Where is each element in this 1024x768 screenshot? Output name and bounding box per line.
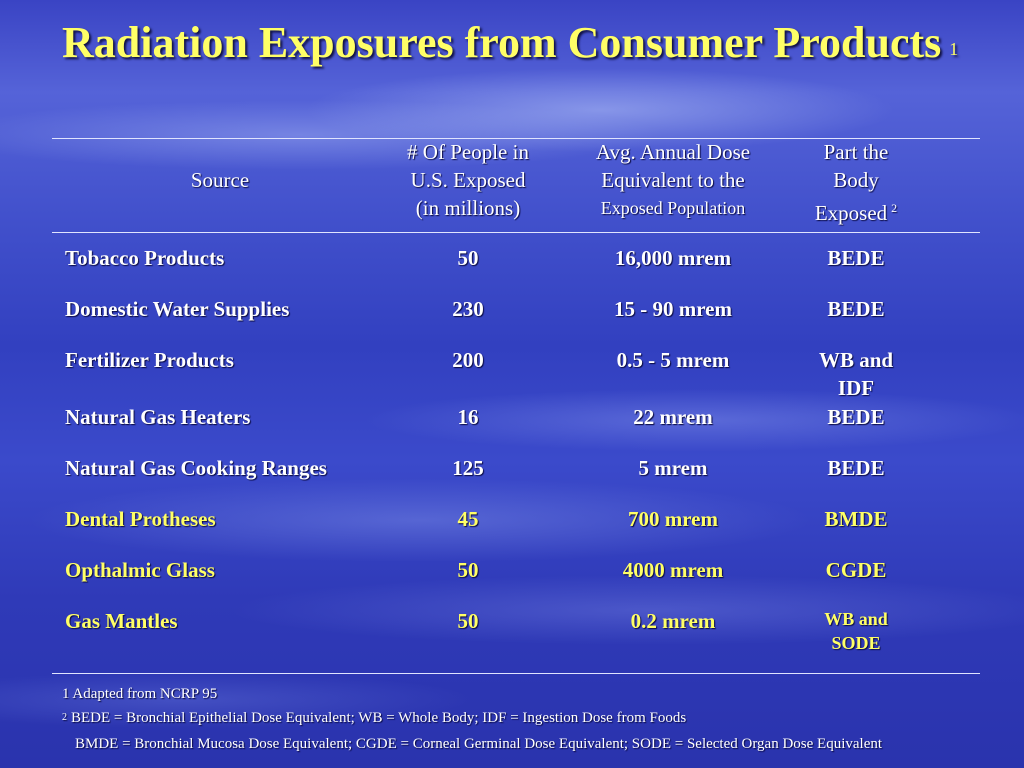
header-people-line3: (in millions) xyxy=(415,196,521,220)
header-people: # Of People in U.S. Exposed (in millions… xyxy=(378,138,558,222)
cell-source: Fertilizer Products xyxy=(65,348,234,372)
footnote-2-marker: 2 xyxy=(62,712,67,723)
cell-dose: 0.5 - 5 mrem xyxy=(616,348,730,372)
header-part: Part the Body Exposed 2 xyxy=(786,138,926,227)
cell-part-line1: WB and xyxy=(824,609,888,629)
header-part-line1: Part the xyxy=(823,140,889,164)
cell-part: BEDE xyxy=(827,297,885,321)
cell-people: 230 xyxy=(452,297,484,321)
cell-part: BEDE xyxy=(827,405,885,429)
cell-dose: 5 mrem xyxy=(638,456,708,480)
header-source: Source xyxy=(190,168,250,192)
cell-dose: 15 - 90 mrem xyxy=(614,297,732,321)
cell-part: BMDE xyxy=(824,507,888,531)
cell-source: Gas Mantles xyxy=(65,609,178,633)
header-part-line2: Body xyxy=(833,168,879,192)
cell-people: 16 xyxy=(457,405,479,429)
cell-people: 50 xyxy=(457,246,479,270)
cell-people: 50 xyxy=(457,558,479,582)
cell-people: 50 xyxy=(457,609,479,633)
cell-dose: 4000 mrem xyxy=(622,558,724,582)
cell-people: 200 xyxy=(452,348,484,372)
cell-people: 45 xyxy=(457,507,479,531)
cell-part-line2: IDF xyxy=(837,376,875,400)
header-dose-line3: Exposed Population xyxy=(600,198,746,218)
cell-part: WB and IDF xyxy=(786,346,926,402)
cell-source: Dental Protheses xyxy=(65,507,216,531)
cell-part: BEDE xyxy=(827,246,885,270)
header-part-footnote-marker: 2 xyxy=(891,201,898,215)
cell-dose: 0.2 mrem xyxy=(630,609,716,633)
slide-title-text: Radiation Exposures from Consumer Produc… xyxy=(62,18,942,67)
footnote-2-line2: BMDE = Bronchial Mucosa Dose Equivalent;… xyxy=(75,736,883,752)
cell-people: 125 xyxy=(452,456,484,480)
cell-part-line2: SODE xyxy=(831,633,881,653)
cell-dose: 16,000 mrem xyxy=(614,246,732,270)
cell-part-line1: WB and xyxy=(818,348,894,372)
header-people-line1: # Of People in xyxy=(407,140,529,164)
header-dose-line1: Avg. Annual Dose xyxy=(595,140,751,164)
footnote-2-line1: BEDE = Bronchial Epithelial Dose Equival… xyxy=(71,710,687,726)
footnote-1: 1 Adapted from NCRP 95 xyxy=(62,686,218,702)
cell-source: Natural Gas Cooking Ranges xyxy=(65,456,327,480)
table-top-rule xyxy=(52,138,980,139)
table-header-rule xyxy=(52,232,980,233)
footnote-2: 2 BEDE = Bronchial Epithelial Dose Equiva… xyxy=(62,708,1002,728)
cell-part: CGDE xyxy=(825,558,887,582)
cell-dose: 700 mrem xyxy=(628,507,718,531)
cell-source: Domestic Water Supplies xyxy=(65,297,290,321)
slide-title: Radiation Exposures from Consumer Produc… xyxy=(62,14,962,72)
header-part-line3: Exposed 2 xyxy=(786,194,926,227)
cell-dose: 22 mrem xyxy=(633,405,713,429)
header-part-line3-text: Exposed xyxy=(814,201,888,225)
cell-source: Tobacco Products xyxy=(65,246,225,270)
cell-source: Natural Gas Heaters xyxy=(65,405,251,429)
header-dose: Avg. Annual Dose Equivalent to the Expos… xyxy=(563,138,783,222)
table-bottom-rule xyxy=(52,673,980,674)
title-footnote-marker: 1 xyxy=(949,39,959,59)
header-dose-line2: Equivalent to the xyxy=(601,168,745,192)
cell-part: WB and SODE xyxy=(786,607,926,655)
cell-part: BEDE xyxy=(827,456,885,480)
header-people-line2: U.S. Exposed xyxy=(410,168,526,192)
cell-source: Opthalmic Glass xyxy=(65,558,215,582)
